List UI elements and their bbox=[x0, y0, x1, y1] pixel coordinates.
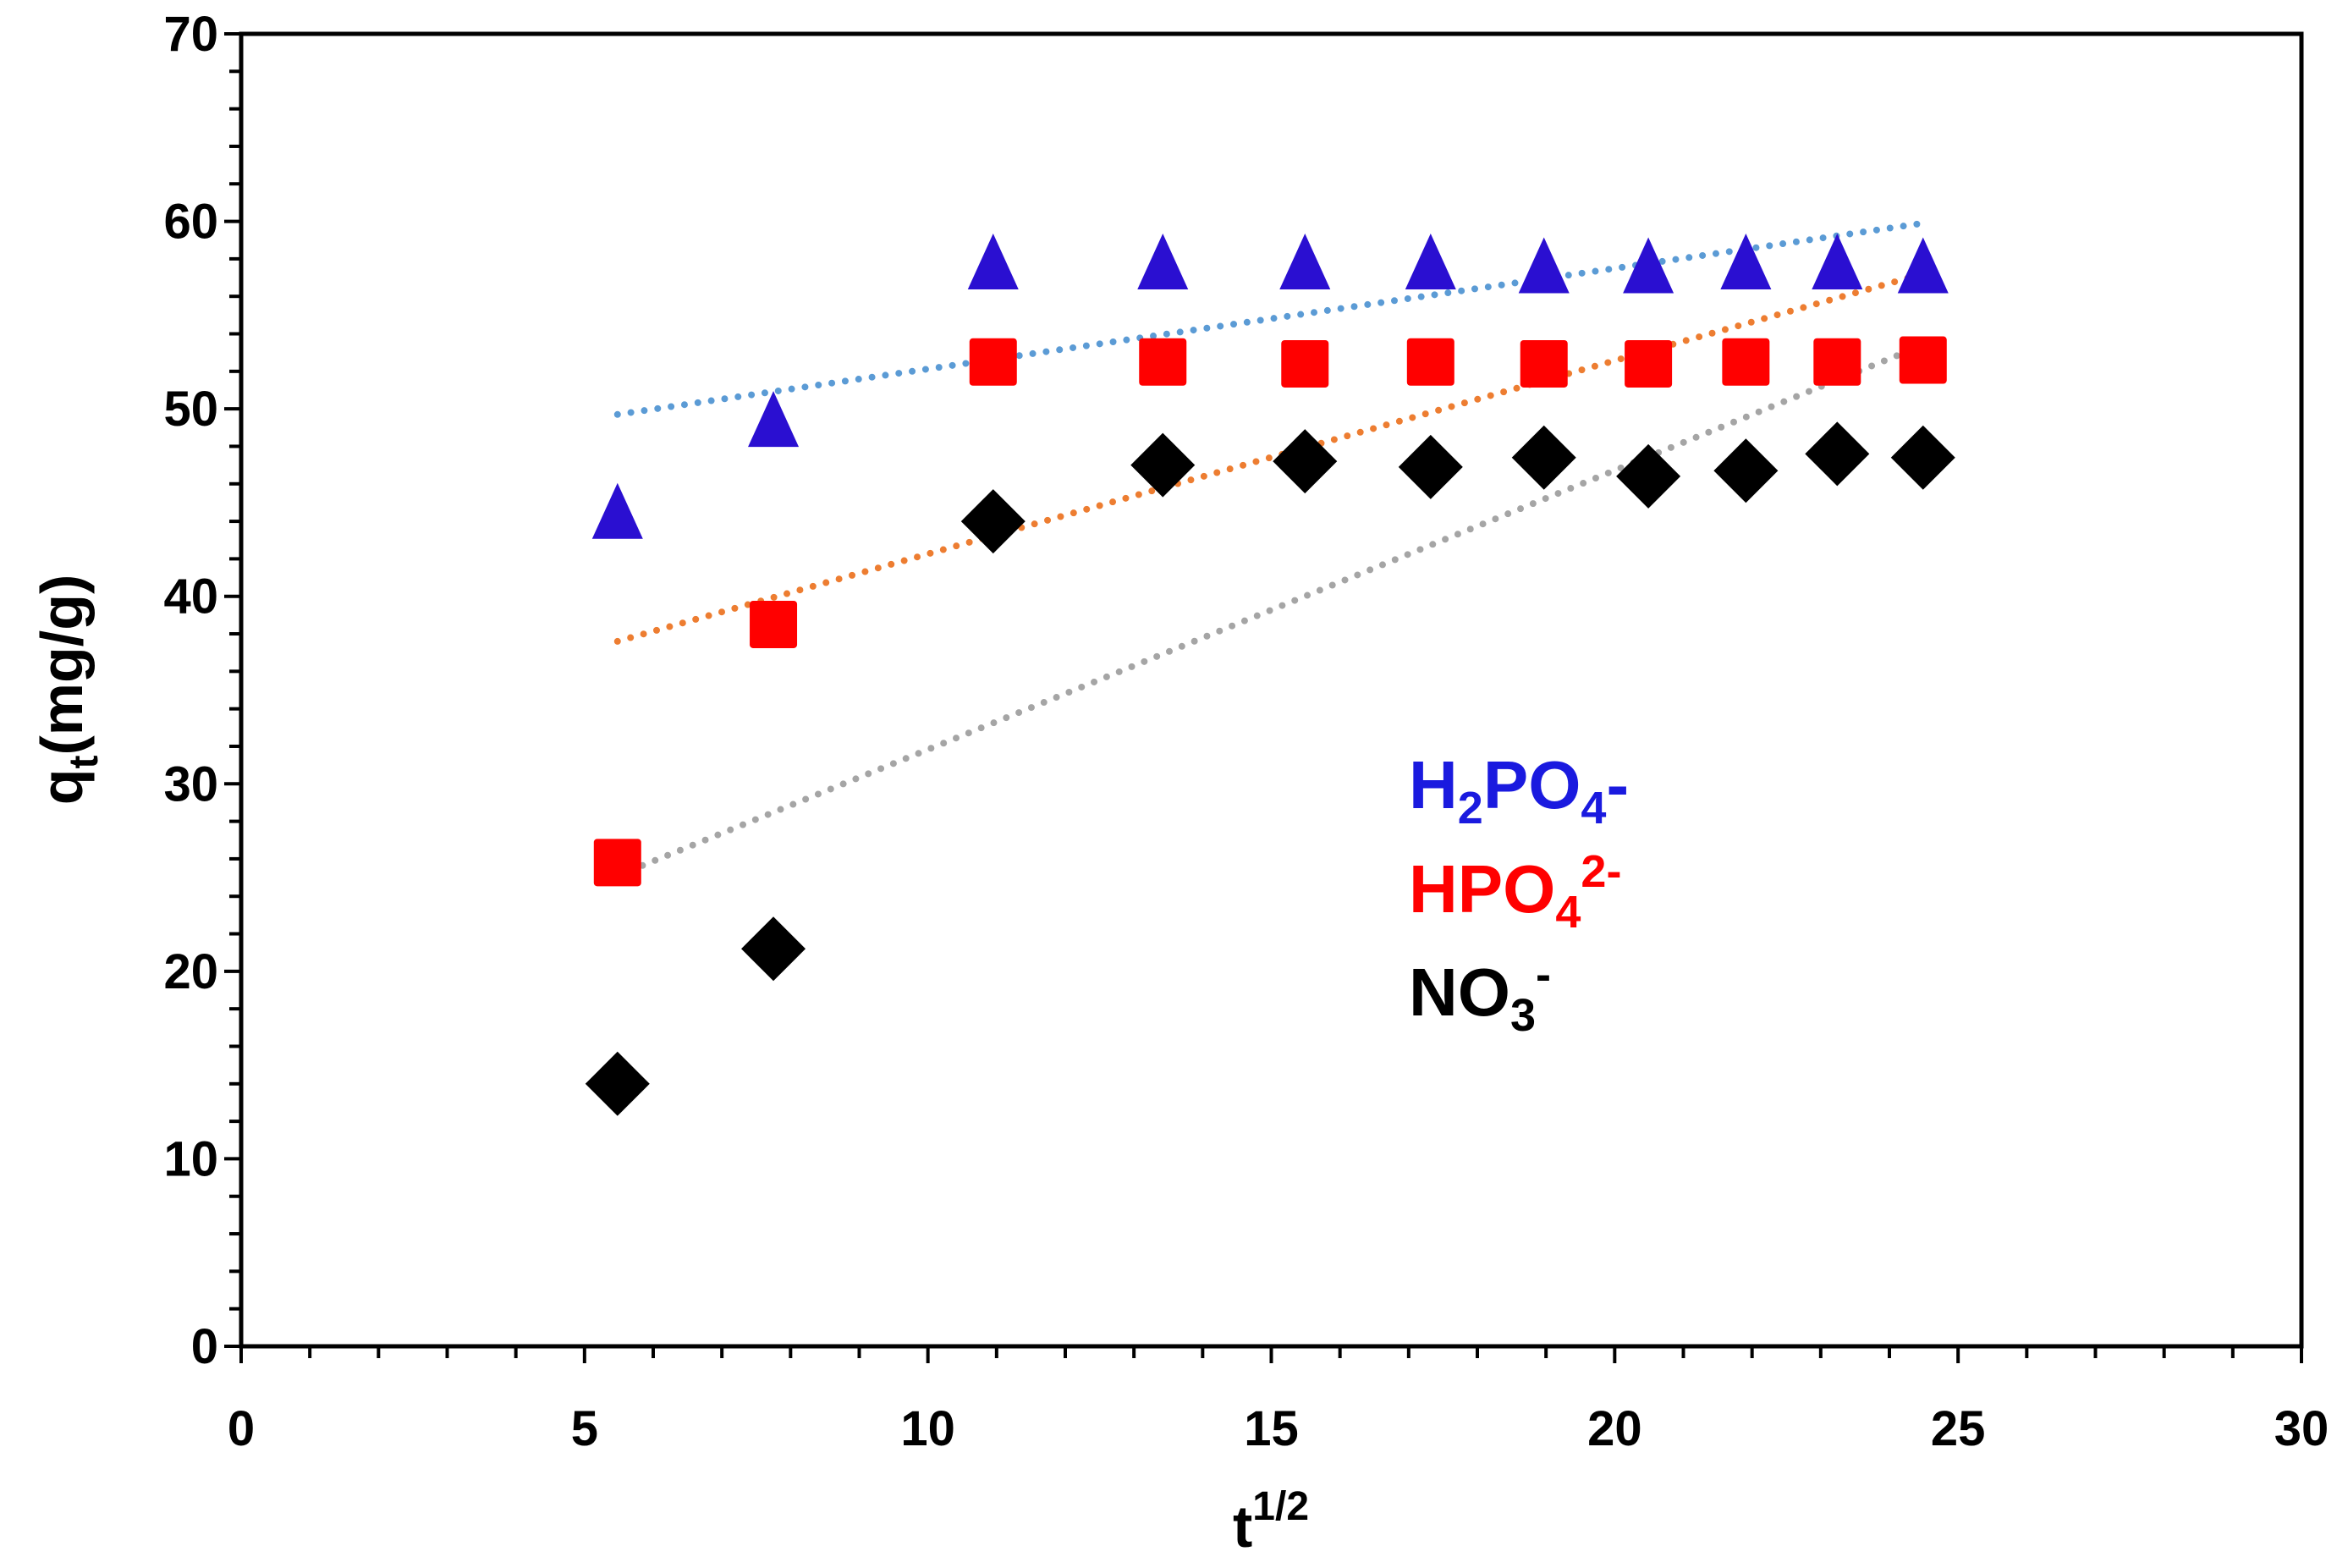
y-tick-label: 10 bbox=[163, 1131, 218, 1186]
y-tick-label: 60 bbox=[163, 195, 218, 250]
data-point-diamond bbox=[1511, 425, 1576, 490]
y-tick-label: 70 bbox=[163, 7, 218, 62]
y-tick-label: 40 bbox=[163, 569, 218, 624]
x-tick-label: 25 bbox=[1931, 1401, 1986, 1456]
data-point-square bbox=[1625, 339, 1673, 388]
data-point-diamond bbox=[585, 1051, 650, 1116]
data-point-triangle bbox=[1518, 237, 1570, 294]
y-axis-title: qt(mg/g) bbox=[29, 575, 107, 806]
x-tick-label: 20 bbox=[1587, 1401, 1642, 1456]
y-tick-label: 0 bbox=[191, 1319, 218, 1374]
x-tick-label: 15 bbox=[1244, 1401, 1299, 1456]
legend-label-no3: NO3- bbox=[1409, 949, 1551, 1041]
data-point-triangle bbox=[1405, 234, 1456, 290]
trendline-series-2 bbox=[613, 341, 1927, 879]
data-point-triangle bbox=[1897, 237, 1949, 294]
trendline-series-0 bbox=[613, 219, 1927, 418]
data-point-diamond bbox=[1130, 432, 1196, 498]
data-point-triangle bbox=[1137, 234, 1189, 290]
data-point-square bbox=[1139, 338, 1187, 386]
data-point-square bbox=[969, 338, 1017, 386]
data-point-square bbox=[1899, 336, 1947, 384]
x-tick-label: 10 bbox=[900, 1401, 955, 1456]
data-point-square bbox=[593, 839, 641, 887]
data-point-diamond bbox=[1616, 443, 1681, 509]
data-markers bbox=[585, 234, 1955, 1116]
legend-label-hpo4: HPO42- bbox=[1409, 846, 1621, 938]
axis-tick-labels: 0 5 10 15 20 25 30 0 10 20 30 40 50 60 70 bbox=[163, 7, 2329, 1456]
x-tick-label: 30 bbox=[2274, 1401, 2329, 1456]
y-tick-label: 30 bbox=[163, 756, 218, 812]
y-axis-title-subscript: t bbox=[62, 756, 107, 769]
data-point-diamond bbox=[960, 489, 1026, 554]
data-point-diamond bbox=[741, 916, 806, 982]
axis-ticks bbox=[224, 32, 2303, 1363]
data-point-square bbox=[1281, 339, 1329, 388]
data-point-triangle bbox=[967, 234, 1019, 290]
data-point-diamond bbox=[1398, 434, 1463, 499]
data-point-square bbox=[1520, 339, 1568, 388]
data-point-diamond bbox=[1890, 425, 1955, 490]
data-point-square bbox=[750, 600, 798, 648]
data-point-triangle bbox=[591, 482, 643, 539]
data-point-triangle bbox=[1279, 234, 1331, 290]
data-point-diamond bbox=[1273, 429, 1338, 494]
x-tick-label: 0 bbox=[228, 1401, 255, 1456]
data-point-triangle bbox=[1812, 234, 1863, 290]
data-point-triangle bbox=[748, 391, 800, 448]
data-point-diamond bbox=[1805, 421, 1870, 487]
data-point-square bbox=[1813, 338, 1861, 386]
data-point-triangle bbox=[1720, 234, 1772, 290]
x-axis-title: t1/2 bbox=[1233, 1484, 1309, 1560]
x-tick-label: 5 bbox=[571, 1401, 598, 1456]
data-point-square bbox=[1406, 338, 1454, 386]
data-point-square bbox=[1722, 338, 1770, 386]
y-tick-label: 50 bbox=[163, 382, 218, 437]
data-point-diamond bbox=[1713, 438, 1779, 503]
trendlines bbox=[613, 219, 1927, 879]
trendline-series-1 bbox=[613, 270, 1927, 645]
legend-label-h2po4: H2PO4- bbox=[1409, 747, 1629, 834]
y-tick-label: 20 bbox=[163, 944, 218, 999]
data-point-triangle bbox=[1623, 237, 1674, 294]
x-axis-title-superscript: 1/2 bbox=[1252, 1484, 1309, 1529]
legend: H2PO4- HPO42- NO3- bbox=[1409, 747, 1629, 1041]
